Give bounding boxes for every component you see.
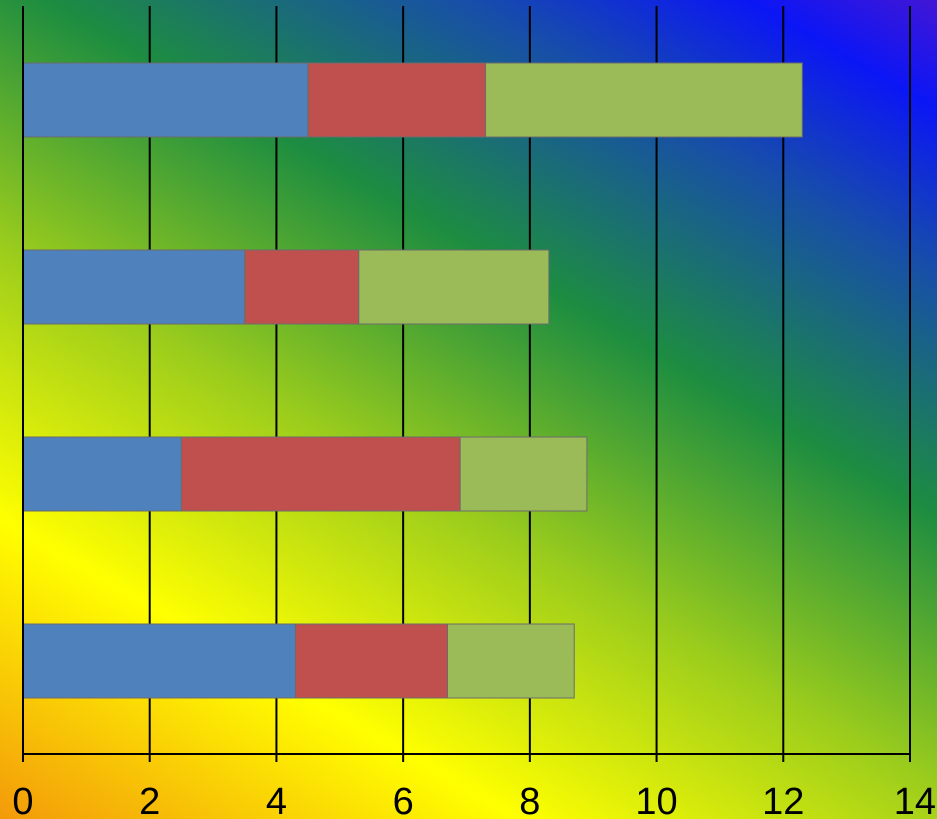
bar-segment-1-2 [358,249,550,325]
bar-segment-2-0 [22,436,182,512]
bar-segment-0-1 [307,62,487,138]
x-tick-label-3: 6 [393,781,414,819]
x-tick-label-5: 10 [635,781,677,819]
bar-segment-0-0 [22,62,309,138]
x-tick-label-0: 0 [12,781,33,819]
axes [22,6,911,755]
bar-segment-0-2 [485,62,803,138]
bar-segment-3-1 [294,623,448,699]
bar-segment-3-2 [446,623,575,699]
bars [22,62,803,699]
x-tick-labels: 0 2 4 6 8 10 12 14 [12,781,936,819]
bar-segment-2-1 [180,436,461,512]
bar-segment-1-0 [22,249,246,325]
bar-segment-2-2 [459,436,588,512]
bar-segment-3-0 [22,623,296,699]
x-tick-label-6: 12 [762,781,804,819]
x-tick-label-7: 14 [894,781,936,819]
x-tick-label-2: 4 [266,781,287,819]
x-tick-label-4: 8 [519,781,540,819]
bar-segment-1-1 [244,249,360,325]
x-tick-label-1: 2 [139,781,160,819]
